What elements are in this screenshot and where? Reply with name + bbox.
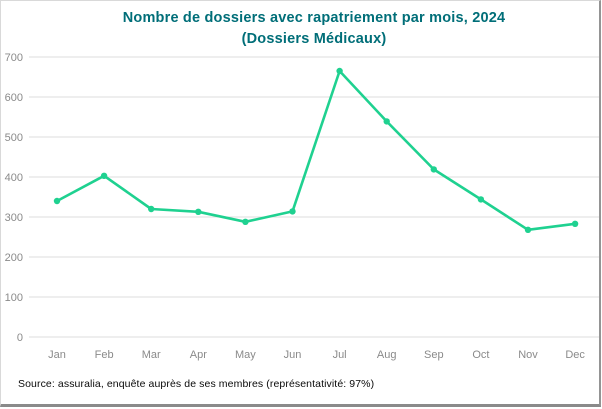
x-axis-tick-label: Dec <box>565 349 585 361</box>
chart-title-line2: (Dossiers Médicaux) <box>241 31 387 47</box>
x-axis-tick-label: Sep <box>424 349 444 361</box>
data-series-line <box>55 69 577 232</box>
x-axis-tick-label: Feb <box>95 349 114 361</box>
y-axis-tick-label: 600 <box>5 92 23 104</box>
x-axis-tick-label: May <box>235 349 256 361</box>
line-chart-canvas: 0 100 200 300 400 500 600 700 Jan Feb Mar Apr May Jun… <box>5 52 599 361</box>
data-point-marker <box>477 196 485 203</box>
data-point-marker <box>383 118 390 125</box>
chart-title-line1: Nombre de dossiers avec rapatriement par… <box>122 10 506 26</box>
y-axis-tick-label: 200 <box>5 252 23 264</box>
data-point-marker <box>148 205 155 213</box>
x-axis-tick-label: Aug <box>377 349 397 361</box>
x-axis-tick-label: Mar <box>142 349 161 361</box>
data-point-marker <box>571 220 579 227</box>
x-axis-tick-label: Oct <box>472 349 489 361</box>
y-axis-tick-label: 700 <box>5 52 23 64</box>
y-axis-tick-label: 0 <box>17 332 23 344</box>
x-axis-tick-label: Jan <box>48 349 66 361</box>
x-axis-tick-label: Nov <box>518 349 538 361</box>
data-point-marker <box>100 172 108 179</box>
x-axis-tick-label: Jun <box>284 349 302 361</box>
chart-title: Nombre de dossiers avec rapatriement par… <box>29 8 599 50</box>
x-axis-tick-label: Apr <box>190 349 207 361</box>
data-point-marker <box>195 208 202 215</box>
source-note: Source: assuralia, enquête auprès de ses… <box>18 378 375 390</box>
data-point-marker <box>53 197 61 205</box>
data-point-marker <box>336 67 343 75</box>
data-point-marker <box>524 226 532 233</box>
y-axis-tick-label: 400 <box>5 172 23 184</box>
x-axis-tick-label: Jul <box>333 349 347 361</box>
y-axis-tick-label: 500 <box>5 132 23 144</box>
data-point-marker <box>289 208 296 215</box>
y-axis-tick-label: 100 <box>5 292 23 304</box>
data-point-marker <box>242 218 249 225</box>
data-point-marker <box>430 166 437 173</box>
y-axis-tick-label: 300 <box>5 212 23 224</box>
